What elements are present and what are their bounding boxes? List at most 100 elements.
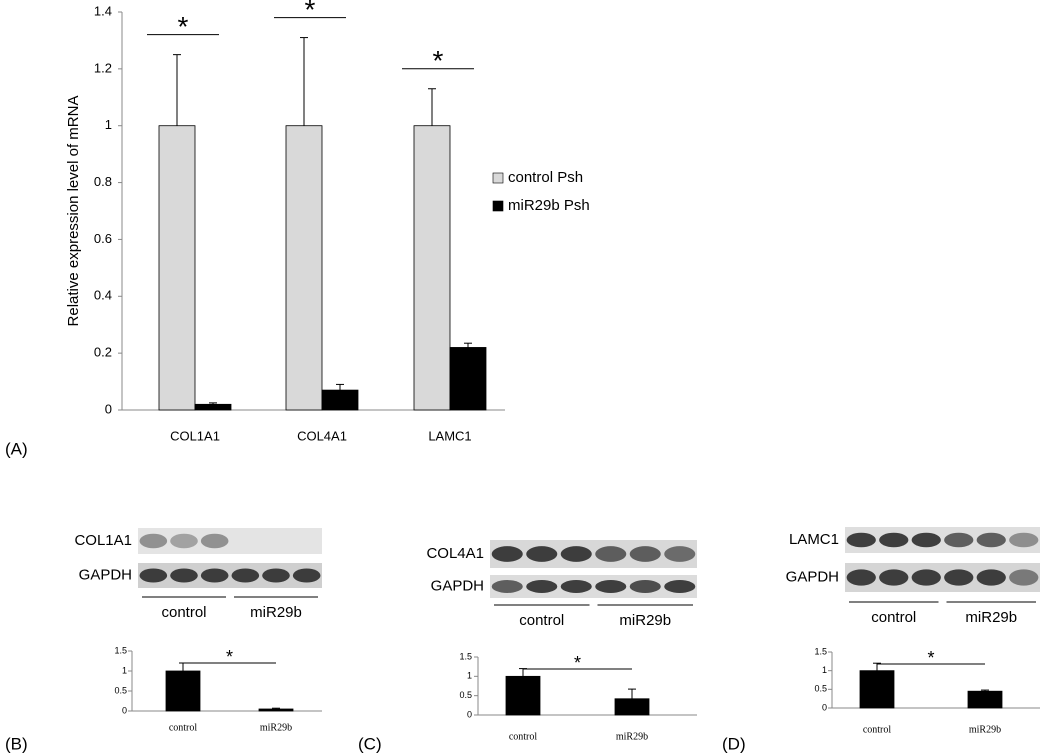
x-tick-label: control (169, 722, 198, 733)
group-label: miR29b (250, 604, 302, 621)
bar (614, 698, 650, 716)
annotation: * (574, 653, 581, 673)
x-tick-label: miR29b (969, 724, 1001, 735)
y-tick-label: 0 (822, 702, 827, 712)
blot-background (490, 540, 697, 568)
group-label: control (161, 604, 206, 621)
y-tick-label: 0.6 (94, 231, 112, 246)
bar (449, 347, 487, 411)
y-tick-label: 1 (122, 665, 127, 675)
y-tick-label: 0 (122, 705, 127, 715)
blot-background (138, 528, 322, 554)
annotation: * (226, 647, 233, 667)
bar (505, 675, 541, 716)
legend-swatch (492, 172, 504, 184)
panel-label: (A) (5, 439, 28, 458)
blot-band (976, 532, 1006, 548)
y-tick-label: 1.5 (814, 646, 827, 656)
group-label: control (519, 612, 564, 629)
blot-band (491, 546, 523, 562)
blot-band (526, 580, 558, 593)
group-label: control (871, 609, 916, 626)
annotation: * (178, 11, 189, 42)
x-tick-label: LAMC1 (428, 428, 471, 443)
y-tick-label: 0.8 (94, 174, 112, 189)
blot-band (1009, 569, 1039, 586)
blot-band (170, 568, 198, 583)
y-tick-label: 1.4 (94, 3, 112, 18)
bar (967, 690, 1003, 709)
group-label: miR29b (965, 609, 1017, 626)
legend-swatch (492, 200, 504, 212)
blot-band (231, 568, 260, 583)
y-tick-label: 0.5 (114, 685, 127, 695)
y-tick-label: 1 (822, 665, 827, 675)
blot-band (629, 580, 661, 593)
bar (413, 125, 451, 411)
y-tick-label: 0.5 (814, 684, 827, 694)
y-axis-label: Relative expression level of mRNA (65, 96, 82, 327)
blot-band (526, 546, 558, 562)
annotation: * (927, 648, 934, 668)
panel-label: (D) (722, 734, 746, 753)
blot-band (976, 569, 1006, 586)
blot-band (664, 546, 696, 562)
blot-label: COL1A1 (74, 532, 132, 549)
blot-label: GAPDH (786, 568, 839, 585)
bar (859, 670, 895, 709)
blot-band (629, 546, 661, 562)
annotation: * (305, 0, 316, 25)
bar (194, 403, 232, 411)
x-tick-label: COL1A1 (170, 428, 220, 443)
x-tick-label: miR29b (260, 722, 292, 733)
y-tick-label: 0.4 (94, 288, 112, 303)
y-tick-label: 0 (467, 709, 472, 719)
y-tick-label: 1.2 (94, 60, 112, 75)
blot-band (1009, 532, 1039, 548)
legend-label: miR29b Psh (508, 197, 590, 214)
y-tick-label: 0.2 (94, 345, 112, 360)
blot-band (595, 546, 627, 562)
blot-band (879, 569, 909, 586)
blot-band (292, 568, 321, 583)
group-label: miR29b (619, 612, 671, 629)
annotation: * (433, 45, 444, 76)
y-tick-label: 1 (467, 671, 472, 681)
blot-band (139, 568, 168, 583)
blot-background (138, 563, 322, 588)
x-tick-label: control (863, 724, 892, 735)
y-tick-label: 0.5 (459, 690, 472, 700)
x-tick-label: COL4A1 (297, 428, 347, 443)
blot-label: COL4A1 (426, 545, 484, 562)
x-tick-label: control (509, 731, 538, 742)
y-tick-label: 1.5 (114, 645, 127, 655)
panel-label: (C) (358, 734, 382, 753)
panel-label: (B) (5, 734, 28, 753)
blot-band (139, 533, 168, 549)
blot-label: LAMC1 (789, 531, 839, 548)
blot-band (846, 569, 876, 586)
blot-band (911, 569, 941, 586)
blot-band (664, 580, 696, 593)
blot-band (560, 580, 592, 593)
blot-band (846, 532, 876, 548)
blot-background (845, 527, 1040, 553)
blot-band (879, 532, 909, 548)
blot-band (170, 533, 198, 549)
blot-band (560, 546, 592, 562)
bar (285, 125, 323, 411)
blot-band (944, 532, 974, 548)
blot-band (262, 568, 290, 583)
legend-label: control Psh (508, 169, 583, 186)
y-tick-label: 1.5 (459, 651, 472, 661)
blot-background (845, 563, 1040, 592)
y-tick-label: 0 (105, 401, 112, 416)
blot-band (595, 580, 627, 593)
blot-label: GAPDH (431, 577, 484, 594)
blot-band (491, 580, 523, 593)
bar (258, 708, 294, 712)
blot-band (200, 568, 229, 583)
bar (165, 670, 201, 712)
bar (321, 389, 359, 411)
